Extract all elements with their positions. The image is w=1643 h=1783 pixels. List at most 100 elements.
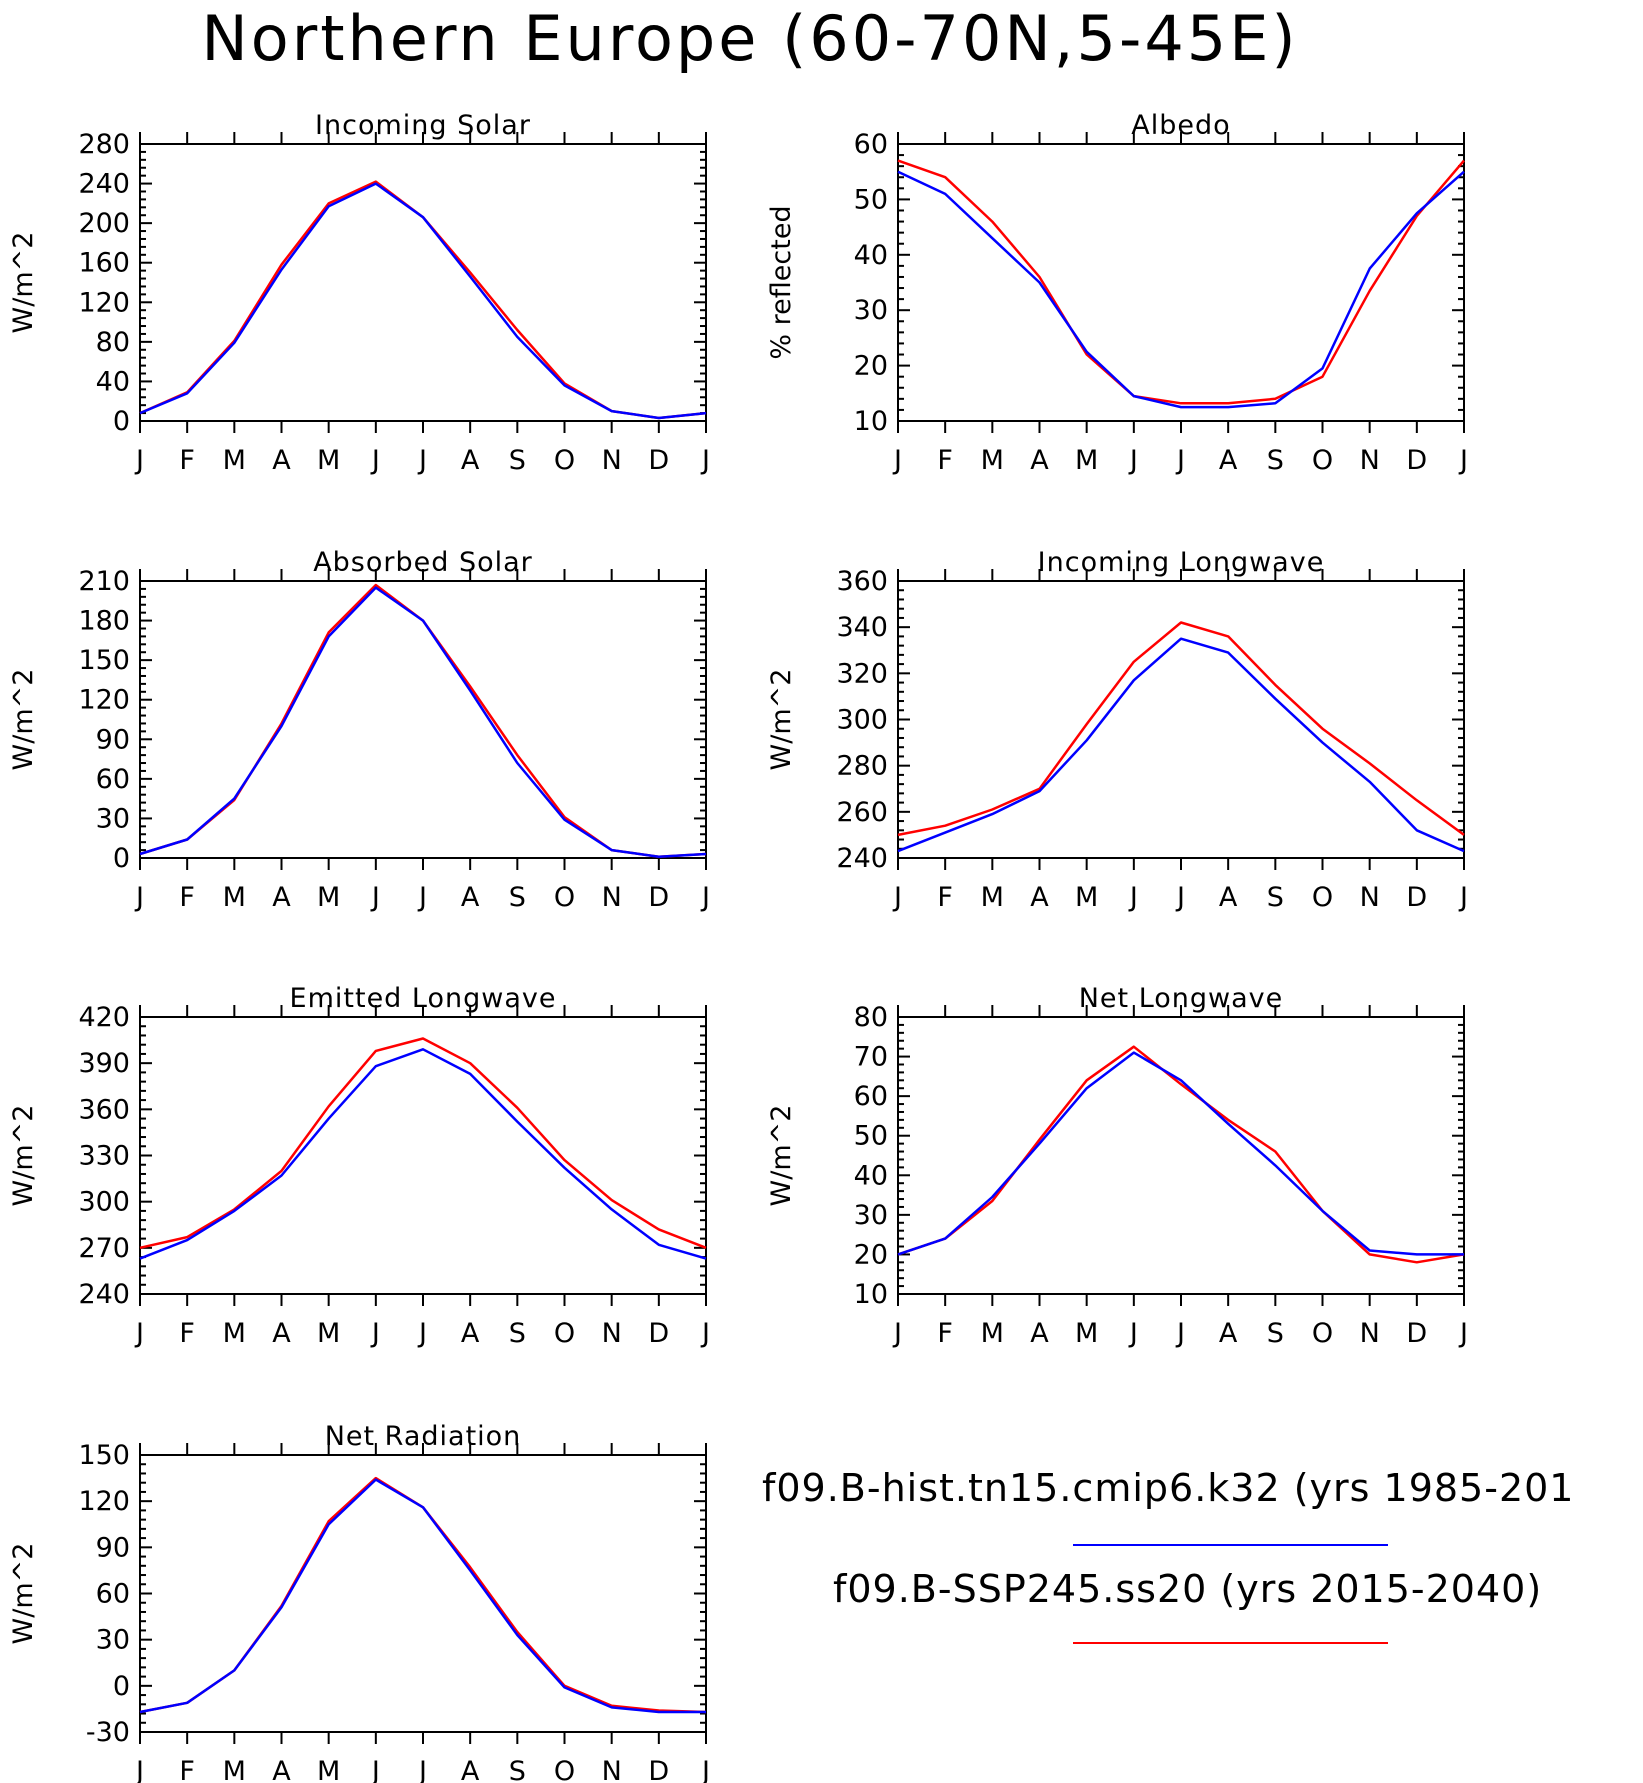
series-line-ssp xyxy=(897,159,1465,405)
legend-line-ssp xyxy=(1073,1642,1388,1644)
y-tick-label: 240 xyxy=(836,843,888,874)
y-axis-label: W/m^2 xyxy=(8,1105,39,1207)
y-tick-label: 30 xyxy=(854,295,888,326)
x-tick-label: J xyxy=(1128,445,1138,476)
y-tick-label: 70 xyxy=(854,1042,888,1073)
x-tick-label: J xyxy=(1458,445,1468,476)
y-tick-label: 340 xyxy=(836,612,888,643)
y-tick-label: 0 xyxy=(113,1671,130,1702)
x-tick-label: M xyxy=(317,1756,340,1783)
y-tick-label: 30 xyxy=(96,803,130,834)
y-tick-label: 330 xyxy=(78,1141,130,1172)
x-tick-label: N xyxy=(602,882,622,913)
y-tick-label: 80 xyxy=(96,327,130,358)
x-tick-label: J xyxy=(370,445,380,476)
x-tick-label: J xyxy=(1175,445,1185,476)
series-line-ssp xyxy=(139,583,707,858)
series-line-hist xyxy=(139,1048,707,1260)
y-tick-label: 20 xyxy=(854,351,888,382)
x-tick-label: J xyxy=(1128,882,1138,913)
x-tick-label: J xyxy=(134,1756,144,1783)
x-tick-label: J xyxy=(892,445,902,476)
x-tick-label: F xyxy=(179,1318,195,1349)
y-tick-label: 30 xyxy=(96,1625,130,1656)
x-tick-label: A xyxy=(1219,445,1238,476)
x-tick-label: S xyxy=(509,1318,526,1349)
x-tick-label: D xyxy=(1406,1318,1427,1349)
y-tick-label: 40 xyxy=(854,1160,888,1191)
x-tick-label: A xyxy=(1219,1318,1238,1349)
x-tick-label: F xyxy=(179,445,195,476)
series-line-hist xyxy=(139,1478,706,1714)
x-tick-label: J xyxy=(1458,882,1468,913)
x-tick-label: A xyxy=(461,445,480,476)
y-tick-label: 280 xyxy=(836,751,888,782)
x-tick-label: S xyxy=(509,445,526,476)
x-tick-label: M xyxy=(981,445,1004,476)
series-line-ssp xyxy=(897,1045,1465,1264)
figure-title: Northern Europe (60-70N,5-45E) xyxy=(201,2,1299,75)
y-tick-label: 10 xyxy=(854,1279,888,1310)
x-tick-label: A xyxy=(461,1756,480,1783)
series-line-ssp xyxy=(897,621,1465,837)
y-tick-label: 300 xyxy=(836,705,888,736)
x-tick-label: A xyxy=(272,882,291,913)
y-tick-label: 240 xyxy=(78,1279,130,1310)
x-tick-label: J xyxy=(1128,1318,1138,1349)
series-line-hist xyxy=(139,586,707,858)
y-tick-label: 60 xyxy=(854,1081,888,1112)
x-tick-label: J xyxy=(1175,882,1185,913)
x-tick-label: A xyxy=(1030,882,1049,913)
x-tick-label: S xyxy=(1267,445,1284,476)
y-tick-label: 200 xyxy=(78,208,130,239)
x-tick-label: S xyxy=(1267,1318,1284,1349)
x-tick-label: A xyxy=(1030,1318,1049,1349)
x-tick-label: A xyxy=(461,1318,480,1349)
y-tick-label: 40 xyxy=(96,366,130,397)
x-tick-label: M xyxy=(1075,1318,1098,1349)
y-tick-label: 0 xyxy=(113,406,130,437)
y-tick-label: 390 xyxy=(78,1048,130,1079)
y-tick-label: 90 xyxy=(96,724,130,755)
x-tick-label: J xyxy=(134,445,144,476)
x-tick-label: O xyxy=(1312,882,1333,913)
y-tick-label: 90 xyxy=(96,1532,130,1563)
y-axis-label: W/m^2 xyxy=(8,232,39,334)
x-tick-label: J xyxy=(700,1756,710,1783)
y-tick-label: 20 xyxy=(854,1239,888,1270)
x-tick-label: O xyxy=(554,1318,575,1349)
x-tick-label: D xyxy=(648,445,669,476)
x-tick-label: D xyxy=(1406,882,1427,913)
x-tick-label: D xyxy=(1406,445,1427,476)
y-tick-label: -30 xyxy=(86,1717,130,1748)
x-tick-label: J xyxy=(700,1318,710,1349)
x-tick-label: J xyxy=(1458,1318,1468,1349)
x-tick-label: D xyxy=(648,1318,669,1349)
x-tick-label: A xyxy=(272,1756,291,1783)
x-tick-label: S xyxy=(1267,882,1284,913)
x-tick-label: J xyxy=(370,1756,380,1783)
y-tick-label: 260 xyxy=(836,797,888,828)
y-axis-label: W/m^2 xyxy=(8,669,39,771)
y-tick-label: 210 xyxy=(78,566,130,597)
x-tick-label: A xyxy=(1219,882,1238,913)
x-tick-label: J xyxy=(370,882,380,913)
x-tick-label: S xyxy=(509,882,526,913)
x-tick-label: M xyxy=(317,882,340,913)
x-tick-label: M xyxy=(223,1756,246,1783)
y-tick-label: 0 xyxy=(113,843,130,874)
x-tick-label: F xyxy=(179,1756,195,1783)
x-tick-label: A xyxy=(272,445,291,476)
x-tick-label: M xyxy=(1075,445,1098,476)
x-tick-label: M xyxy=(981,1318,1004,1349)
x-tick-label: F xyxy=(937,445,953,476)
series-line-hist xyxy=(897,1051,1464,1256)
x-tick-label: O xyxy=(554,1756,575,1783)
y-tick-label: 150 xyxy=(78,645,130,676)
y-tick-label: 40 xyxy=(854,240,888,271)
y-tick-label: 420 xyxy=(78,1002,130,1033)
y-axis-label: W/m^2 xyxy=(766,1105,797,1207)
